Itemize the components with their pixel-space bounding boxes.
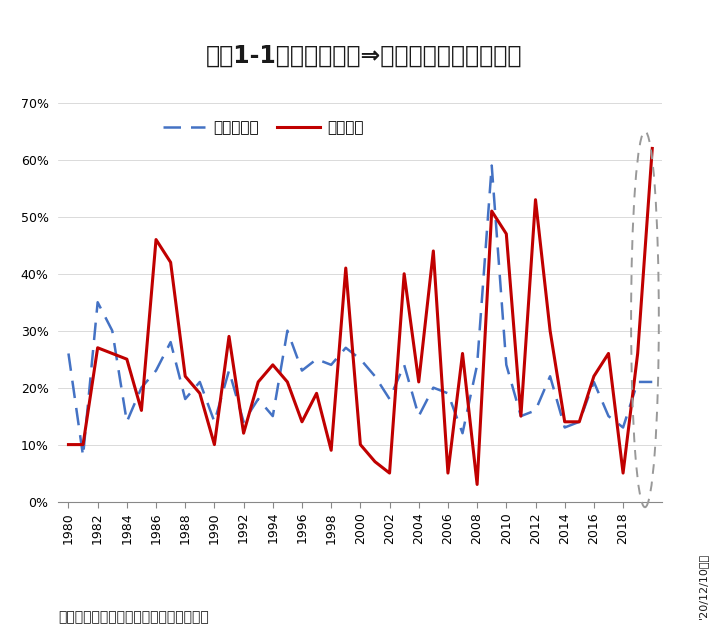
日経平均 [371,458,379,466]
日経平均 [312,390,321,397]
日経平均 [429,247,438,255]
米ダウ平均 [590,378,598,386]
米ダウ平均 [195,378,204,386]
米ダウ平均 [502,361,510,368]
日経平均 [619,469,628,477]
米ダウ平均 [122,418,131,426]
米ダウ平均 [283,327,292,334]
日経平均 [472,480,481,488]
日経平均 [210,440,219,448]
米ダウ平均 [604,412,613,420]
米ダウ平均 [414,412,423,420]
Text: 図表1-1：年間最安値⇒年末終値の株価上昇率: 図表1-1：年間最安値⇒年末終値の株価上昇率 [206,44,522,68]
日経平均 [385,469,394,477]
日経平均 [122,356,131,363]
日経平均 [604,350,613,358]
日経平均 [648,145,657,152]
米ダウ平均 [371,372,379,380]
米ダウ平均 [429,384,438,392]
日経平均 [93,344,102,352]
米ダウ平均 [472,361,481,368]
日経平均 [240,430,248,437]
日経平均 [283,378,292,386]
米ダウ平均 [137,384,146,392]
日経平均 [400,270,408,278]
米ダウ平均 [385,395,394,403]
日経平均 [327,446,336,454]
日経平均 [561,418,569,426]
日経平均 [546,327,555,334]
米ダウ平均 [531,406,540,414]
米ダウ平均 [341,344,350,352]
米ダウ平均 [181,395,189,403]
米ダウ平均 [166,338,175,346]
日経平均 [487,207,496,215]
米ダウ平均 [443,390,452,397]
日経平均 [517,412,526,420]
米ダウ平均 [254,395,263,403]
Text: '20/12/10時点: '20/12/10時点 [697,553,708,619]
米ダウ平均 [487,161,496,169]
日経平均 [108,350,116,358]
米ダウ平均 [517,412,526,420]
米ダウ平均 [648,378,657,386]
米ダウ平均 [312,356,321,363]
日経平均 [195,390,204,397]
日経平均 [79,440,87,448]
米ダウ平均 [93,298,102,306]
米ダウ平均 [151,367,160,374]
日経平均 [414,378,423,386]
日経平均 [137,406,146,414]
日経平均 [633,350,642,358]
米ダウ平均 [633,378,642,386]
米ダウ平均 [269,412,277,420]
日経平均 [531,196,540,204]
Line: 米ダウ平均: 米ダウ平均 [68,165,652,456]
米ダウ平均 [298,367,306,374]
米ダウ平均 [240,418,248,426]
米ダウ平均 [356,356,365,363]
米ダウ平均 [225,367,234,374]
Line: 日経平均: 日経平均 [68,149,652,484]
日経平均 [225,332,234,340]
日経平均 [298,418,306,426]
日経平均 [575,418,584,426]
日経平均 [269,361,277,368]
米ダウ平均 [400,361,408,368]
米ダウ平均 [210,418,219,426]
日経平均 [590,372,598,380]
Legend: 米ダウ平均, 日経平均: 米ダウ平均, 日経平均 [157,114,370,141]
日経平均 [341,264,350,272]
日経平均 [151,236,160,244]
米ダウ平均 [108,327,116,334]
米ダウ平均 [79,452,87,460]
日経平均 [166,258,175,266]
米ダウ平均 [561,424,569,431]
日経平均 [458,350,467,358]
日経平均 [356,440,365,448]
日経平均 [502,230,510,238]
米ダウ平均 [458,430,467,437]
米ダウ平均 [64,350,73,358]
米ダウ平均 [575,418,584,426]
日経平均 [64,440,73,448]
米ダウ平均 [546,372,555,380]
米ダウ平均 [327,361,336,368]
日経平均 [443,469,452,477]
日経平均 [181,372,189,380]
Text: （出所）ブルームバーグデータより筆者: （出所）ブルームバーグデータより筆者 [58,610,209,624]
米ダウ平均 [619,424,628,431]
日経平均 [254,378,263,386]
